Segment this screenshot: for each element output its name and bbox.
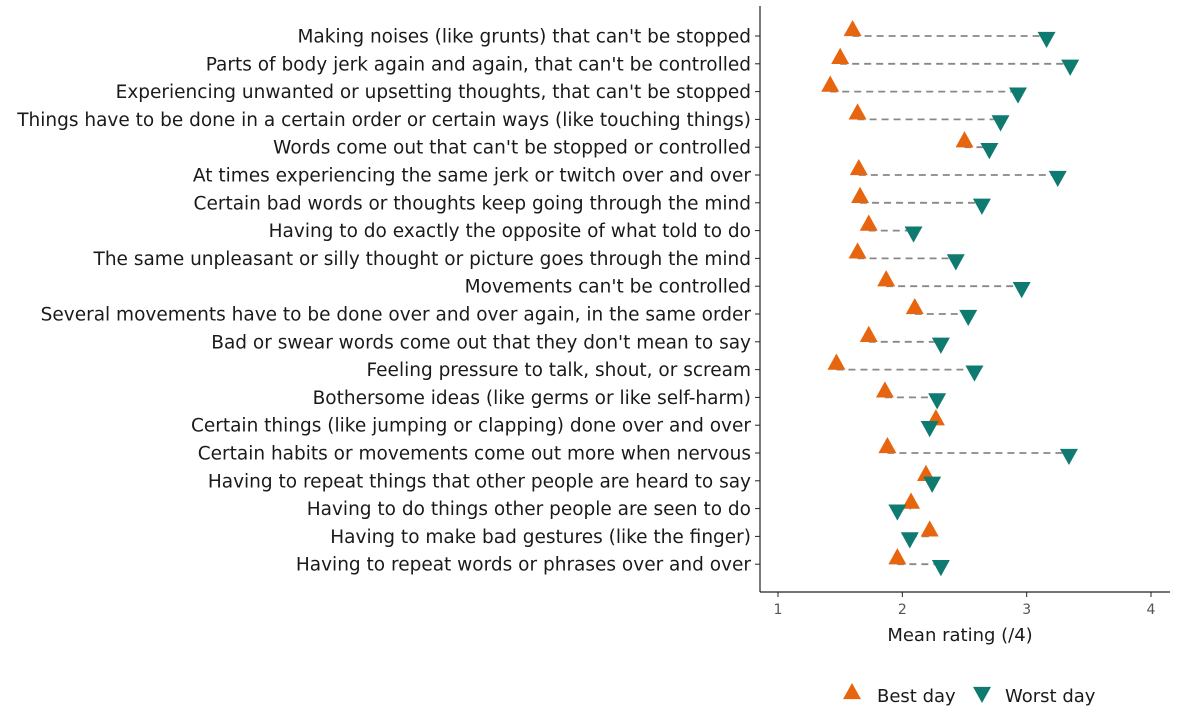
best-day-marker [848, 103, 867, 120]
worst-day-markers [888, 31, 1080, 577]
legend-best-day-marker [843, 682, 861, 700]
category-labels: Making noises (like grunts) that can't b… [16, 27, 760, 576]
x-tick-label: 4 [1147, 602, 1156, 618]
worst-day-marker [1012, 282, 1031, 299]
worst-day-marker [904, 226, 923, 243]
category-label: Having to repeat things that other peopl… [208, 471, 751, 492]
worst-day-marker [965, 365, 984, 382]
best-day-markers [821, 19, 974, 565]
worst-day-marker [946, 254, 965, 271]
best-day-marker [827, 353, 846, 370]
worst-day-marker [888, 504, 907, 521]
category-label: At times experiencing the same jerk or t… [193, 166, 751, 187]
category-label: Having to make bad gestures (like the fi… [330, 527, 751, 548]
worst-day-marker [1061, 59, 1080, 76]
x-tick-label: 3 [1022, 602, 1031, 618]
worst-day-marker [1059, 448, 1078, 466]
worst-day-marker [931, 337, 950, 354]
worst-day-marker [980, 143, 999, 160]
worst-day-marker [923, 476, 942, 493]
connector-lines [830, 35, 1071, 566]
category-label: Bothersome ideas (like germs or like sel… [313, 388, 751, 409]
category-label: Parts of body jerk again and again, that… [206, 54, 751, 75]
best-day-marker [843, 19, 862, 37]
category-label: Making noises (like grunts) that can't b… [297, 27, 751, 48]
best-day-marker [848, 242, 867, 259]
category-label: Certain bad words or thoughts keep going… [194, 193, 751, 214]
worst-day-marker [1037, 31, 1056, 49]
best-day-marker [851, 186, 870, 203]
category-label: Movements can't be controlled [465, 277, 751, 298]
best-day-marker [875, 381, 894, 398]
best-day-marker [955, 131, 974, 148]
category-label: Several movements have to be done over a… [41, 305, 752, 326]
best-day-marker [888, 548, 907, 565]
category-label: Having to do things other people are see… [307, 499, 751, 520]
best-day-marker [821, 75, 840, 92]
best-day-marker [849, 158, 868, 176]
worst-day-marker [972, 198, 991, 215]
category-label: Things have to be done in a certain orde… [16, 110, 751, 131]
worst-day-marker [1008, 87, 1027, 104]
category-label: Experiencing unwanted or upsetting thoug… [116, 82, 751, 103]
best-day-marker [905, 297, 924, 315]
legend: Best day Worst day [843, 682, 1096, 707]
legend-best-day-label: Best day [877, 686, 956, 707]
worst-day-marker [1048, 170, 1067, 188]
best-day-marker [831, 47, 850, 64]
best-day-marker [859, 325, 878, 342]
x-axis-ticks: 1 2 3 4 [774, 592, 1156, 618]
category-label: Bad or swear words come out that they do… [211, 332, 751, 353]
worst-day-marker [959, 309, 978, 327]
best-day-marker [878, 436, 897, 454]
best-day-marker [877, 270, 896, 287]
best-day-marker [920, 520, 939, 537]
x-axis-title: Mean rating (/4) [887, 625, 1032, 646]
category-label: The same unpleasant or silly thought or … [93, 249, 751, 270]
category-label: Certain habits or movements come out mor… [198, 444, 751, 465]
x-tick-label: 2 [898, 602, 907, 618]
category-label: Feeling pressure to talk, shout, or scre… [367, 360, 751, 381]
worst-day-marker [991, 115, 1010, 132]
category-label: Certain things (like jumping or clapping… [191, 416, 751, 437]
legend-worst-day-marker [973, 686, 991, 704]
worst-day-marker [920, 421, 939, 438]
category-label: Words come out that can't be stopped or … [273, 138, 751, 159]
category-label: Having to do exactly the opposite of wha… [269, 221, 751, 242]
worst-day-marker [931, 560, 950, 577]
x-tick-label: 1 [774, 602, 783, 618]
category-label: Having to repeat words or phrases over a… [296, 555, 752, 576]
worst-day-marker [928, 393, 947, 410]
legend-worst-day-label: Worst day [1005, 686, 1096, 707]
worst-day-marker [900, 532, 919, 549]
best-day-marker [902, 492, 921, 509]
best-day-marker [859, 214, 878, 231]
